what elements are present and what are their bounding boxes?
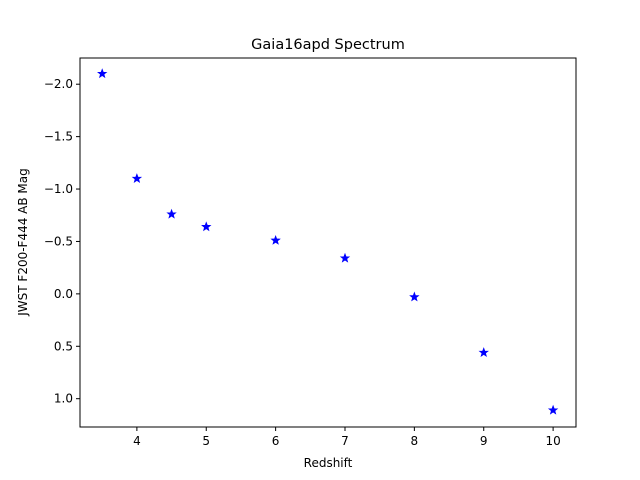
y-tick-label: 0.5	[54, 339, 73, 353]
y-tick-label: −1.0	[44, 182, 73, 196]
y-tick-label: −2.0	[44, 77, 73, 91]
data-point	[547, 404, 559, 415]
x-tick-label: 9	[480, 434, 488, 448]
x-tick-label: 6	[272, 434, 280, 448]
y-axis-label: JWST F200-F444 AB Mag	[16, 168, 30, 317]
data-point	[131, 173, 143, 183]
data-point	[270, 234, 281, 245]
plot-frame	[79, 57, 577, 428]
x-tick-label: 7	[341, 434, 349, 448]
data-point	[339, 252, 351, 263]
y-tick-label: −0.5	[44, 234, 73, 248]
x-tick-label: 5	[202, 434, 210, 448]
y-tick-label: −1.5	[44, 130, 73, 144]
data-point	[478, 347, 489, 357]
data-point	[201, 221, 212, 232]
data-point	[97, 68, 108, 79]
x-axis-label: Redshift	[304, 456, 353, 470]
x-tick-label: 8	[411, 434, 419, 448]
y-tick-label: 0.0	[54, 287, 73, 301]
plot-area	[97, 68, 559, 415]
chart-title: Gaia16apd Spectrum	[251, 37, 405, 53]
x-tick-label: 4	[133, 434, 141, 448]
data-point	[166, 208, 177, 219]
y-tick-label: 1.0	[54, 392, 73, 406]
data-point	[409, 291, 420, 302]
x-tick-label: 10	[545, 434, 560, 448]
